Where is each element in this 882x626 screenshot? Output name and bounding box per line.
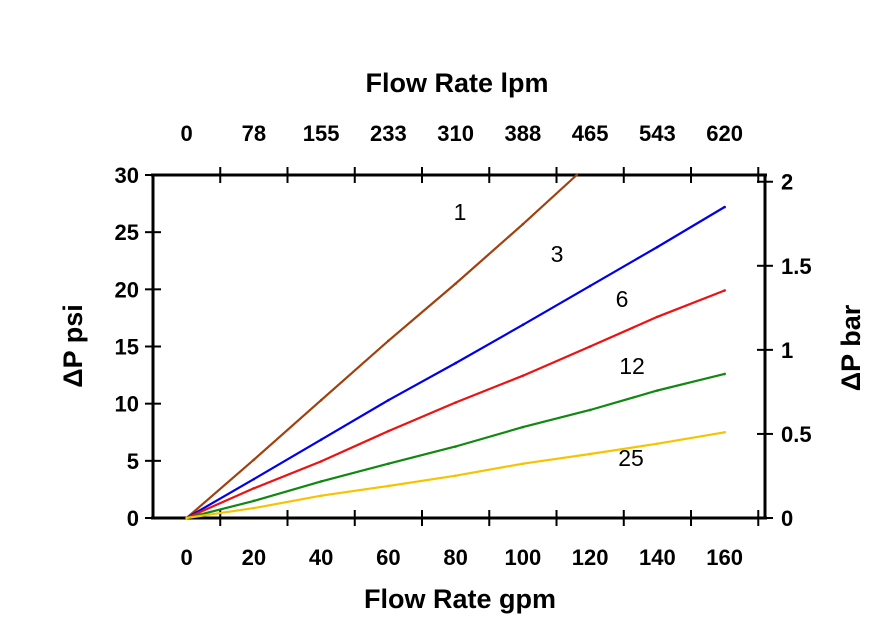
- y2-tick-label: 0: [781, 506, 793, 531]
- data-point-3: [723, 205, 726, 209]
- y2-tick-label: 1.5: [781, 254, 812, 279]
- x-tick-label: 60: [376, 545, 400, 570]
- data-point-12: [319, 480, 323, 483]
- series-label-6: 6: [616, 286, 629, 312]
- data-point-1: [521, 222, 525, 226]
- x-tick-label: 0: [181, 545, 193, 570]
- x-tick-label: 40: [309, 545, 333, 570]
- x2-axis-title: Flow Rate lpm: [365, 68, 548, 98]
- y-axis-title: ΔP psi: [58, 304, 88, 387]
- x-tick-label: 20: [242, 545, 266, 570]
- x-axis-title: Flow Rate gpm: [364, 584, 556, 614]
- data-point-3: [319, 438, 323, 441]
- data-point-12: [656, 389, 659, 392]
- data-point-6: [454, 401, 457, 404]
- data-point-3: [521, 323, 525, 327]
- x2-tick-label: 155: [303, 121, 340, 146]
- data-point-6: [588, 345, 592, 348]
- x2-tick-label: 465: [572, 121, 609, 146]
- y-tick-label: 15: [115, 335, 139, 360]
- data-point-25: [521, 462, 525, 465]
- x-tick-label: 120: [572, 545, 609, 570]
- data-point-6: [521, 374, 525, 377]
- x2-tick-label: 620: [706, 121, 743, 146]
- data-point-25: [723, 430, 726, 434]
- x2-tick-label: 310: [437, 121, 474, 146]
- data-point-1: [454, 282, 457, 285]
- data-point-25: [319, 494, 323, 498]
- data-point-6: [656, 315, 659, 319]
- chart-text: 05101520253000.511.520020784015560233803…: [115, 121, 812, 570]
- y2-tick-label: 0.5: [781, 422, 812, 447]
- x2-tick-label: 543: [639, 121, 676, 146]
- x-tick-label: 140: [639, 545, 676, 570]
- y-tick-label: 25: [115, 220, 139, 245]
- data-point-1: [252, 458, 256, 461]
- plot-frame: [145, 167, 773, 526]
- x2-tick-label: 78: [242, 121, 266, 146]
- data-point-12: [387, 462, 390, 465]
- data-point-6: [319, 460, 323, 463]
- x2-tick-label: 0: [181, 121, 193, 146]
- data-point-3: [454, 361, 457, 365]
- data-point-6: [252, 486, 256, 490]
- series-label-1: 1: [454, 199, 467, 225]
- x-tick-label: 80: [443, 545, 467, 570]
- data-point-12: [521, 425, 525, 429]
- data-point-25: [454, 474, 457, 477]
- data-point-12: [588, 408, 592, 412]
- y2-tick-label: 2: [781, 170, 793, 195]
- y2-axis-title: ΔP bar: [836, 304, 866, 391]
- data-point-3: [387, 398, 390, 402]
- data-point-12: [252, 499, 256, 503]
- series-label-3: 3: [551, 241, 564, 267]
- y-tick-label: 30: [115, 163, 139, 188]
- x-tick-label: 100: [505, 545, 542, 570]
- data-point-25: [656, 442, 659, 445]
- y-tick-label: 10: [115, 392, 139, 417]
- y2-tick-label: 1: [781, 338, 793, 363]
- data-point-3: [656, 245, 659, 249]
- data-point-12: [723, 372, 726, 376]
- series-lines: [185, 173, 726, 520]
- series-label-25: 25: [618, 445, 644, 471]
- y-tick-label: 0: [127, 506, 139, 531]
- series-line-6: [186, 289, 726, 520]
- data-point-1: [319, 398, 323, 402]
- data-point-1: [387, 339, 390, 343]
- data-point-3: [252, 477, 256, 481]
- data-point-1: [575, 173, 578, 177]
- data-point-3: [588, 284, 592, 288]
- series-label-12: 12: [619, 353, 645, 379]
- x2-tick-label: 233: [370, 121, 407, 146]
- data-point-25: [185, 516, 188, 520]
- data-point-25: [387, 484, 390, 488]
- data-point-25: [252, 506, 256, 510]
- data-point-6: [723, 289, 726, 292]
- data-point-12: [454, 445, 457, 448]
- x2-tick-label: 388: [505, 121, 542, 146]
- x-tick-label: 160: [706, 545, 743, 570]
- data-point-25: [588, 452, 592, 456]
- data-point-6: [387, 429, 390, 433]
- y-tick-label: 20: [115, 277, 139, 302]
- y-tick-label: 5: [127, 449, 139, 474]
